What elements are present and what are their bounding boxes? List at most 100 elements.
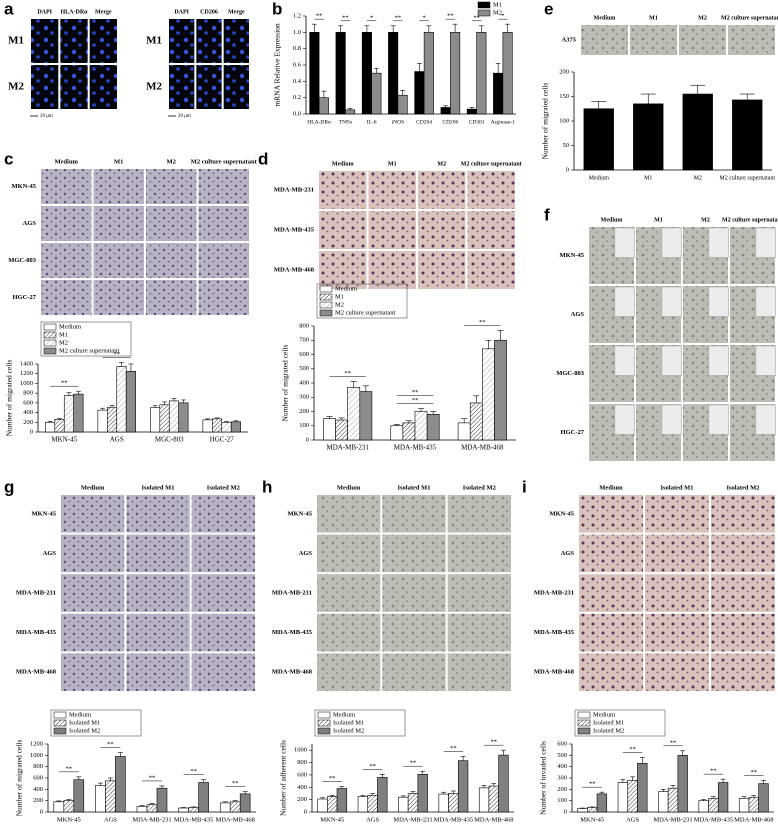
x-tick-label: MKN-45 [51, 436, 77, 444]
row-label: MKN-45 [287, 510, 312, 517]
micrograph [368, 171, 416, 209]
x-tick-label: MKN-45 [57, 816, 81, 823]
significance-label: ** [473, 14, 480, 21]
y-axis-label: Number of migrated cells [281, 344, 290, 421]
bar [583, 108, 614, 171]
bar [198, 782, 209, 813]
micrograph [191, 613, 255, 652]
significance-label: ** [344, 370, 351, 377]
bar [698, 800, 709, 813]
bar [438, 793, 449, 813]
legend-label: M1 [59, 331, 68, 338]
x-tick-label: AGS [104, 816, 117, 823]
y-tick-label: 1000 [294, 747, 307, 754]
micrograph [368, 211, 416, 249]
bar [73, 779, 85, 813]
micrograph [60, 65, 88, 109]
legend-label: Isolated M2 [593, 727, 624, 734]
bar [125, 370, 136, 433]
inset [755, 404, 776, 435]
bar [95, 785, 106, 813]
x-tick-label: MKN-45 [320, 816, 344, 823]
y-tick-label: 0.6 [293, 61, 302, 68]
bar [407, 793, 419, 813]
legend-swatch [319, 301, 333, 309]
column-header: Isolated M1 [397, 484, 430, 491]
significance-label: * [370, 14, 373, 21]
bar [417, 773, 428, 813]
legend-label: Isolated M1 [333, 719, 364, 726]
x-tick-label: MGC-803 [155, 436, 184, 444]
micrograph [41, 243, 92, 278]
row-label: MDA-MB-231 [16, 589, 56, 596]
bar [115, 756, 126, 813]
x-tick-label: TNFα [339, 119, 352, 125]
y-axis-label: Number of migrated cells [15, 739, 24, 816]
bar [596, 793, 608, 813]
panel-letter: e [544, 0, 553, 18]
significance-label: ** [369, 763, 376, 770]
micrograph [126, 495, 190, 533]
bar [577, 808, 588, 813]
y-tick-label: 600 [557, 740, 567, 747]
legend-swatch [43, 331, 57, 339]
micrograph [382, 653, 446, 691]
x-tick-label: MDA-MB-231 [132, 816, 171, 823]
bar [357, 796, 369, 813]
y-axis-label: Number of migrated cells [541, 82, 550, 159]
column-header: Isolated M1 [141, 484, 174, 491]
bar [53, 801, 65, 813]
legend-label: Medium [335, 285, 357, 292]
x-tick-label: CD206 [442, 119, 458, 125]
inset [614, 404, 635, 435]
column-header: Isolated M2 [207, 484, 240, 491]
bar [229, 801, 241, 813]
column-header: DAPI [37, 9, 52, 15]
inset [661, 345, 682, 376]
legend-label: M2 [493, 9, 502, 16]
y-tick-label: 1.2 [293, 12, 301, 19]
column-header: CD206 [200, 9, 218, 15]
micrograph [711, 534, 775, 573]
significance-label: * [423, 14, 426, 21]
x-tick-label: IL-6 [367, 119, 377, 125]
micrograph [41, 280, 92, 315]
row-label: MDA-MB-435 [272, 629, 313, 636]
y-tick-label: 0.2 [293, 94, 301, 101]
bar [318, 97, 329, 115]
bar [63, 395, 74, 433]
bar [402, 422, 416, 441]
significance-label: ** [450, 745, 457, 752]
significance-label: ** [316, 13, 323, 20]
micrograph [467, 211, 515, 249]
significance-label: ** [751, 769, 758, 776]
micrograph [579, 613, 643, 652]
micrograph [447, 653, 511, 691]
bar [317, 798, 328, 813]
micrograph [645, 534, 709, 573]
legend-swatch [319, 293, 333, 301]
y-tick-label: 800 [33, 763, 43, 770]
micrograph [146, 206, 197, 241]
y-tick-label: 400 [297, 784, 307, 791]
inset [708, 404, 729, 435]
y-tick-label: 0 [304, 808, 307, 815]
bar [708, 798, 719, 813]
y-tick-label: 500 [557, 752, 567, 759]
legend-label: M2 [335, 301, 344, 308]
bar [105, 780, 116, 813]
x-tick-label: MDA-MB-435 [174, 816, 213, 823]
x-tick-label: AGS [626, 816, 639, 823]
micrograph [579, 653, 643, 691]
micrograph [191, 653, 255, 691]
row-label: MDA-MB-231 [274, 186, 314, 193]
panel-letter: h [262, 477, 272, 496]
y-tick-label: 200 [23, 419, 33, 426]
micrograph [382, 613, 446, 652]
micrograph [679, 25, 726, 55]
y-tick-label: 800 [299, 322, 309, 329]
y-tick-label: 400 [23, 409, 33, 416]
column-header: Merge [228, 9, 245, 15]
micrograph [89, 65, 117, 109]
micrograph [382, 534, 446, 573]
